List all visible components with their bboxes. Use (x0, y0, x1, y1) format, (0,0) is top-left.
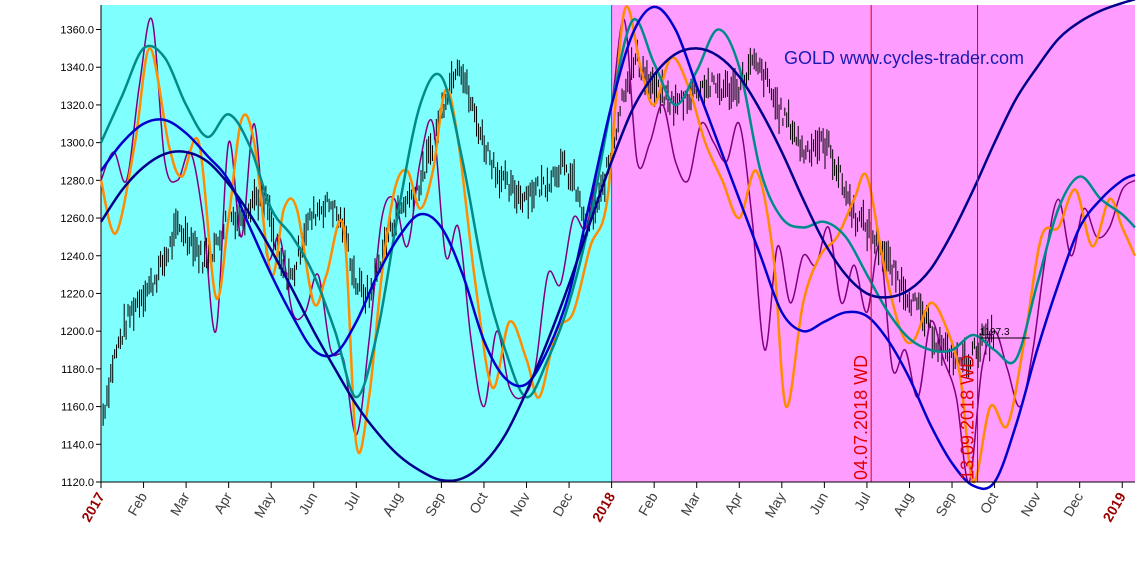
x-tick-label: Nov (1017, 490, 1043, 520)
background-zone (101, 5, 612, 482)
date-marker-label: 04.07.2018 WD (851, 355, 871, 480)
x-tick-label: Dec (549, 490, 575, 520)
x-tick-label: 2019 (1099, 489, 1129, 524)
x-tick-label: May (251, 490, 278, 521)
y-tick-label: 1220.0 (60, 288, 94, 300)
x-tick-label: May (761, 490, 788, 521)
chart-title: GOLD www.cycles-trader.com (784, 48, 1024, 68)
cycle-line (99, 5, 1137, 484)
y-tick-label: 1300.0 (60, 138, 94, 150)
x-tick-label: Mar (677, 489, 703, 518)
x-tick-label: Aug (890, 490, 916, 520)
x-tick-label: Apr (721, 489, 746, 516)
x-tick-label: Jul (340, 490, 363, 514)
x-tick-label: Jun (806, 490, 831, 518)
y-tick-label: 1280.0 (60, 175, 94, 187)
date-marker-label: 13.09.2018 WD (958, 355, 978, 480)
y-tick-label: 1360.0 (60, 25, 94, 37)
y-tick-label: 1120.0 (61, 477, 94, 489)
vertical-markers: 04.07.2018 WD 13.09.2018 WD 1197.3 (851, 5, 1030, 482)
x-tick-label: Feb (124, 489, 150, 518)
y-tick-label: 1200.0 (60, 326, 94, 338)
cycle-line (100, 5, 1136, 491)
y-tick-label: 1160.0 (61, 402, 94, 414)
x-tick-label: Apr (210, 489, 235, 516)
x-tick-label: Sep (932, 489, 958, 519)
y-tick-label: 1240.0 (60, 251, 94, 263)
x-tick-label: Oct (466, 489, 491, 516)
x-tick-label: Mar (167, 489, 193, 518)
x-tick-label: Dec (1060, 490, 1086, 520)
y-tick-label: 1260.0 (60, 213, 94, 225)
y-tick-label: 1340.0 (60, 62, 94, 74)
cycle-lines (99, 0, 1137, 491)
x-tick-label: 2017 (78, 489, 108, 524)
x-tick-label: Aug (379, 490, 405, 520)
y-axis: 1120.0 1140.0 1160.0 1180.0 1200.0 1220.0 1240… (60, 5, 102, 489)
x-tick-label: Nov (507, 490, 533, 520)
x-tick-label: Jun (295, 490, 320, 518)
x-tick-label: Sep (422, 489, 448, 519)
annotation-label: 1197.3 (980, 327, 1010, 338)
y-tick-label: 1180.0 (61, 364, 94, 376)
y-tick-label: 1140.0 (61, 439, 94, 451)
cycle-line (99, 0, 1136, 483)
x-tick-label: 2018 (589, 489, 619, 524)
x-tick-label: Jul (851, 490, 874, 514)
x-tick-label: Feb (635, 489, 661, 518)
y-tick-label: 1320.0 (60, 100, 94, 112)
x-tick-label: Oct (976, 489, 1001, 516)
